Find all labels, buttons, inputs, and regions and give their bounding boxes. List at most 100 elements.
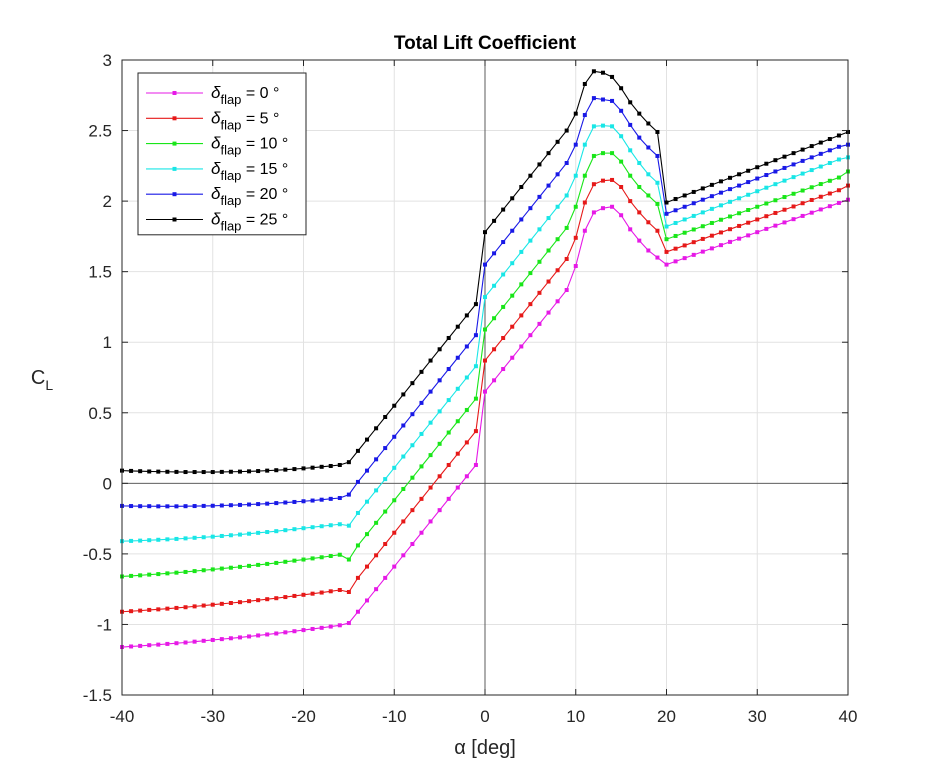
data-point: [219, 566, 224, 571]
data-point: [800, 158, 805, 163]
data-point: [401, 454, 406, 459]
data-point: [256, 598, 261, 603]
data-point: [655, 201, 660, 206]
data-point: [782, 195, 787, 200]
data-point: [383, 509, 388, 514]
data-point: [401, 519, 406, 524]
data-point: [410, 508, 415, 513]
data-point: [274, 631, 279, 636]
data-point: [383, 575, 388, 580]
data-point: [210, 503, 215, 508]
data-point: [818, 151, 823, 156]
data-point: [274, 560, 279, 565]
data-point: [138, 573, 143, 578]
data-point: [655, 228, 660, 233]
data-point: [483, 358, 487, 363]
data-point: [492, 283, 497, 288]
data-point: [655, 153, 660, 158]
data-point: [147, 643, 152, 648]
data-point: [129, 609, 134, 614]
data-point: [628, 199, 633, 204]
data-point: [664, 237, 669, 242]
data-point: [156, 642, 161, 647]
data-point: [401, 392, 406, 397]
data-point: [483, 262, 487, 267]
data-point: [791, 175, 796, 180]
data-point: [237, 502, 242, 507]
data-point: [718, 190, 723, 195]
legend-entry: δflap = 5 °: [146, 108, 279, 132]
data-point: [310, 591, 315, 596]
data-point: [446, 398, 451, 403]
data-point: [519, 313, 524, 318]
y-tick-label: 2.5: [88, 122, 112, 141]
data-point: [764, 161, 769, 166]
zero-lines: [122, 60, 848, 695]
data-point: [138, 643, 143, 648]
data-point: [510, 293, 515, 298]
data-point: [555, 268, 560, 273]
data-point: [546, 183, 551, 188]
data-point: [619, 213, 624, 218]
data-point: [219, 503, 224, 508]
data-point: [165, 504, 170, 509]
y-tick-label: 3: [103, 51, 112, 70]
data-point: [138, 538, 143, 543]
data-point: [392, 403, 397, 408]
data-point: [201, 470, 206, 475]
data-point: [437, 441, 442, 446]
data-point: [782, 165, 787, 170]
axis-ticks: -40 -30 -20 -10 0 10 20 30 40 -1.5 -1 -0.5 0 0.5 1 1.5 2…: [83, 51, 858, 726]
y-tick-label: -0.5: [83, 545, 112, 564]
data-point: [228, 533, 233, 538]
data-point: [773, 210, 778, 215]
data-point: [256, 469, 261, 474]
data-point: [455, 324, 460, 329]
data-point: [292, 499, 297, 504]
data-point: [265, 632, 270, 637]
data-point: [201, 603, 206, 608]
data-point: [328, 523, 333, 528]
data-point: [600, 123, 605, 128]
data-point: [174, 536, 179, 541]
data-point: [709, 194, 714, 199]
legend-entry: δflap = 15 °: [146, 159, 288, 183]
data-point: [673, 246, 678, 251]
data-point: [237, 532, 242, 537]
data-point: [591, 96, 596, 101]
data-point: [501, 240, 506, 245]
x-tick-label: -10: [382, 707, 407, 726]
data-point: [355, 479, 360, 484]
data-point: [337, 522, 342, 527]
data-point: [755, 176, 760, 181]
x-tick-label: 0: [480, 707, 489, 726]
x-tick-label: -20: [291, 707, 316, 726]
data-point: [646, 220, 651, 225]
data-point: [383, 415, 388, 420]
data-point: [628, 122, 633, 127]
data-point: [165, 641, 170, 646]
data-point: [346, 460, 351, 465]
data-point: [419, 431, 424, 436]
data-point: [691, 252, 696, 257]
data-point: [836, 188, 841, 193]
data-point: [365, 437, 370, 442]
data-point: [764, 173, 769, 178]
data-point: [219, 533, 224, 538]
data-point: [228, 601, 233, 605]
data-point: [591, 124, 596, 129]
data-point: [737, 211, 742, 216]
data-point: [827, 204, 832, 209]
data-point: [492, 316, 497, 321]
data-point: [519, 185, 524, 189]
data-point: [573, 264, 578, 269]
data-point: [600, 97, 605, 102]
data-point: [791, 151, 796, 156]
data-point: [237, 564, 242, 569]
data-point: [818, 164, 823, 169]
data-point: [392, 564, 397, 569]
data-point: [383, 446, 388, 451]
data-point: [809, 155, 814, 160]
data-point: [292, 629, 297, 634]
legend-swatch-marker: [172, 192, 177, 197]
